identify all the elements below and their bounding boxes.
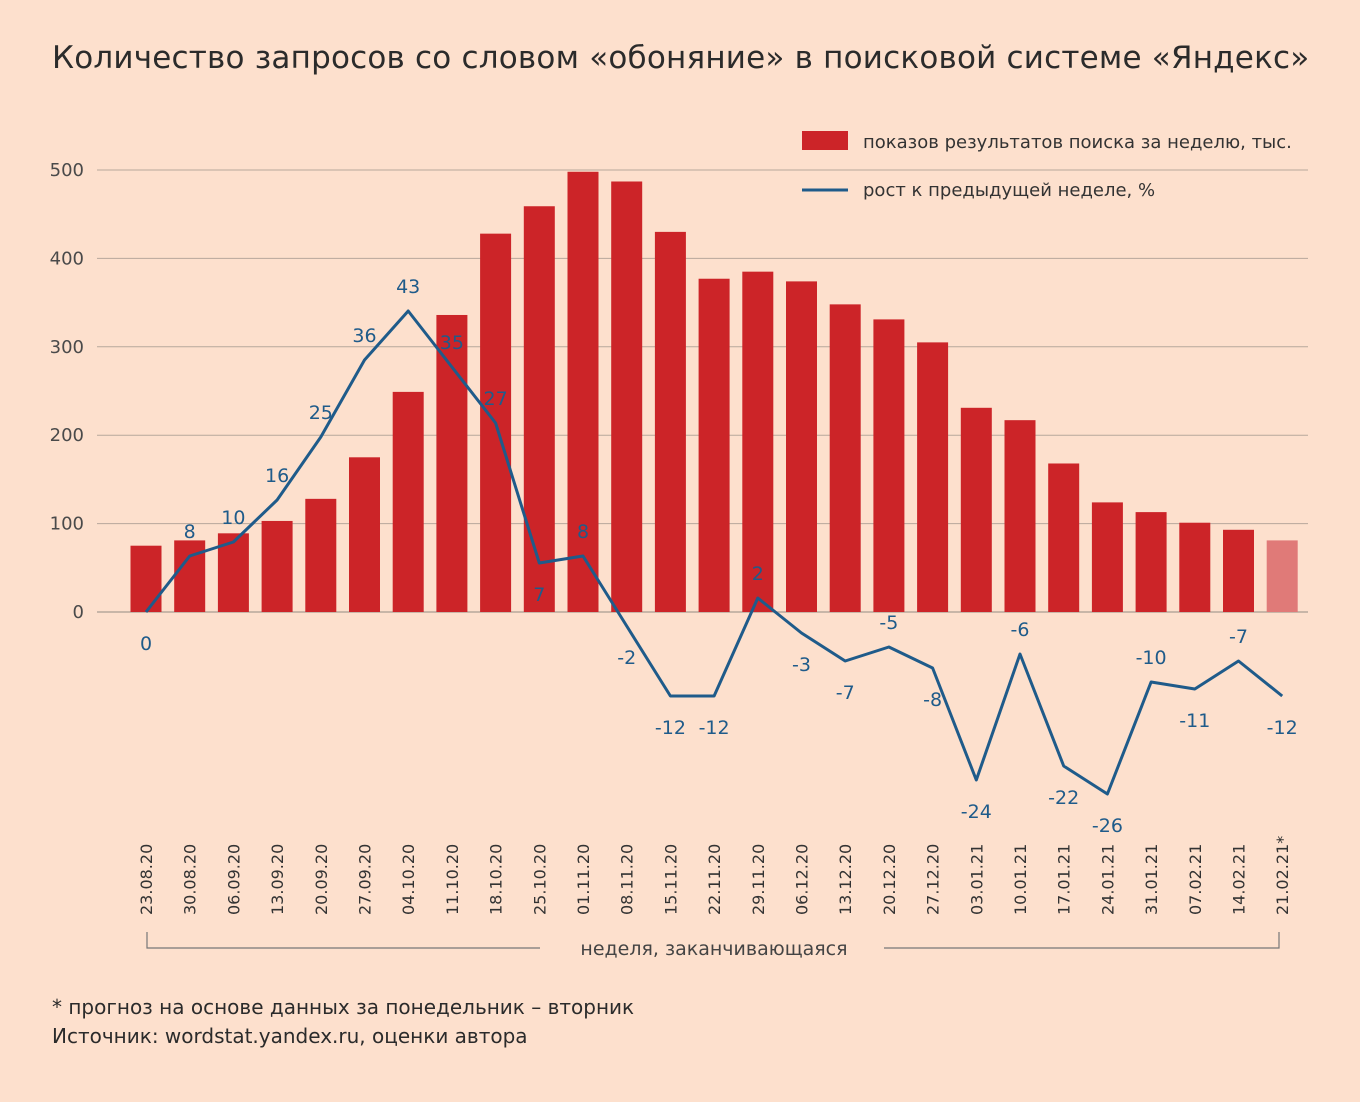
- bar: [1135, 512, 1167, 612]
- growth-data-label: -5: [879, 612, 898, 634]
- chart-title: Количество запросов со словом «обоняние»…: [52, 40, 1310, 76]
- y-tick-label: 100: [50, 514, 84, 535]
- x-axis-bracket: [146, 932, 1280, 949]
- bar: [654, 231, 686, 612]
- bar: [698, 278, 730, 612]
- x-tick-label: 07.02.21: [1186, 844, 1205, 915]
- growth-data-label: 16: [265, 465, 289, 487]
- x-tick-label: 29.11.20: [749, 844, 768, 915]
- growth-data-label: -12: [699, 717, 730, 739]
- x-tick-label: 01.11.20: [574, 844, 593, 915]
- x-tick-label: 30.08.20: [181, 844, 200, 915]
- bar: [392, 391, 424, 612]
- bar: [349, 457, 380, 612]
- bar: [1048, 463, 1080, 612]
- x-tick-label: 15.11.20: [661, 844, 680, 915]
- footnote-forecast: * прогноз на основе данных за понедельни…: [52, 995, 635, 1019]
- x-tick-label: 11.10.20: [443, 844, 462, 915]
- x-tick-label: 20.12.20: [880, 844, 899, 915]
- x-tick-label: 27.09.20: [356, 844, 375, 915]
- x-tick-label: 23.08.20: [137, 844, 156, 915]
- growth-data-label: 8: [184, 521, 196, 543]
- growth-data-label: 8: [577, 521, 589, 543]
- x-tick-label: 03.01.21: [967, 844, 986, 915]
- bar: [436, 314, 468, 612]
- growth-data-label: -2: [617, 647, 636, 669]
- bar: [1004, 420, 1036, 612]
- bar: [742, 271, 774, 612]
- x-tick-label: 13.12.20: [836, 844, 855, 915]
- x-tick-label: 08.11.20: [618, 844, 637, 915]
- bar: [523, 206, 555, 612]
- y-tick-label: 500: [50, 160, 84, 181]
- legend-line-label: рост к предыдущей неделе, %: [863, 180, 1155, 201]
- bar: [829, 304, 861, 612]
- growth-data-label: 2: [752, 563, 764, 585]
- x-tick-label: 13.09.20: [268, 844, 287, 915]
- bar: [917, 342, 949, 612]
- legend: показов результатов поиска за неделю, ты…: [802, 131, 1292, 201]
- growth-data-label: 27: [484, 388, 508, 410]
- y-tick-label: 400: [50, 248, 84, 269]
- bar: [873, 319, 905, 612]
- growth-data-label: 35: [440, 332, 464, 354]
- bar: [567, 171, 599, 612]
- legend-bar-label: показов результатов поиска за неделю, ты…: [863, 132, 1292, 153]
- bar: [261, 520, 293, 612]
- growth-data-label: -26: [1092, 815, 1123, 837]
- bar: [786, 281, 817, 612]
- x-tick-label: 25.10.20: [530, 844, 549, 915]
- x-tick-label: 18.10.20: [487, 844, 506, 915]
- data-labels: 0 8 10 16 25 36 43 35 27 7 8 -2 -12 -12 2 -3 -7 -5 -8 -24 -6…: [140, 276, 1298, 837]
- x-tick-label: 17.01.21: [1055, 844, 1074, 915]
- x-tick-label: 14.02.21: [1230, 844, 1249, 915]
- bar: [960, 407, 992, 612]
- growth-data-label: 10: [221, 507, 245, 529]
- growth-data-label: 7: [533, 584, 545, 606]
- x-tick-label: 10.01.21: [1011, 844, 1030, 915]
- x-axis-title: неделя, заканчивающаяся: [580, 938, 847, 960]
- bar: [611, 181, 643, 612]
- growth-data-label: -22: [1048, 787, 1079, 809]
- legend-bar-swatch: [802, 131, 848, 150]
- growth-data-label: -11: [1179, 710, 1210, 732]
- growth-data-label: 36: [352, 325, 376, 347]
- bar-forecast: [1266, 540, 1298, 612]
- growth-data-label: -8: [923, 689, 942, 711]
- x-tick-label: 27.12.20: [924, 844, 943, 915]
- growth-line: [144, 309, 1284, 796]
- x-tick-label: 22.11.20: [705, 844, 724, 915]
- y-tick-label: 0: [73, 602, 84, 623]
- bar: [130, 545, 162, 612]
- growth-data-label: -6: [1011, 619, 1030, 641]
- growth-data-label: -7: [836, 682, 855, 704]
- growth-data-label: -10: [1136, 647, 1167, 669]
- bar: [1179, 522, 1211, 612]
- bar: [1091, 502, 1123, 612]
- y-tick-label: 200: [50, 425, 84, 446]
- y-tick-label: 300: [50, 337, 84, 358]
- x-tick-label: 31.01.21: [1142, 844, 1161, 915]
- growth-data-label: 43: [396, 276, 420, 298]
- x-tick-label: 06.12.20: [793, 844, 812, 915]
- bar: [305, 498, 337, 612]
- x-tick-label: 04.10.20: [399, 844, 418, 915]
- x-axis-title-group: неделя, заканчивающаяся: [146, 932, 1280, 960]
- growth-data-label: -24: [961, 801, 992, 823]
- growth-data-label: 25: [309, 402, 333, 424]
- growth-data-label: -12: [655, 717, 686, 739]
- footnote-source: Источник: wordstat.yandex.ru, оценки авт…: [52, 1024, 528, 1048]
- growth-data-label: -3: [792, 654, 811, 676]
- x-tick-label: 21.02.21*: [1273, 836, 1292, 915]
- growth-data-label: -12: [1267, 717, 1298, 739]
- bar: [1223, 529, 1254, 612]
- x-tick-labels: 23.08.20 30.08.20 06.09.20 13.09.20 20.09.20…: [137, 836, 1292, 915]
- x-tick-label: 24.01.21: [1098, 844, 1117, 915]
- growth-data-label: 0: [140, 633, 152, 655]
- x-tick-label: 20.09.20: [312, 844, 331, 915]
- bars-series: [130, 171, 1298, 612]
- growth-data-label: -7: [1229, 626, 1248, 648]
- x-tick-label: 06.09.20: [224, 844, 243, 915]
